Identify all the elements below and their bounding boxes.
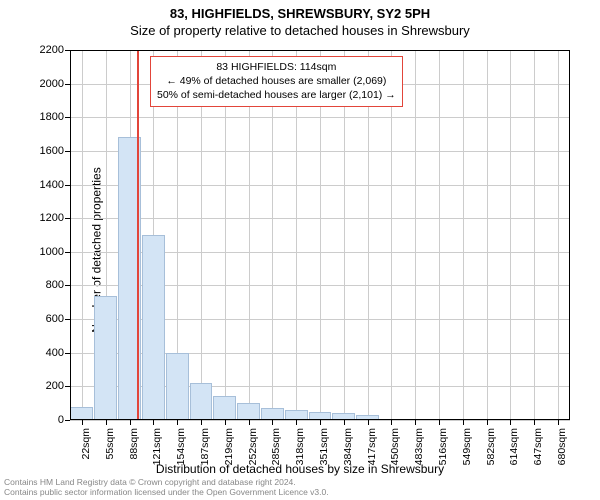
xtick-label: 483sqm [413, 428, 425, 465]
histogram-bar [94, 296, 117, 420]
ytick-label: 1400 [40, 179, 70, 191]
xtick-mark [558, 420, 559, 425]
xtick-label: 549sqm [461, 428, 473, 465]
xtick-label: 318sqm [294, 428, 306, 465]
xtick-label: 252sqm [247, 428, 259, 465]
xtick-mark [225, 420, 226, 425]
marker-line [137, 50, 139, 420]
xtick-label: 154sqm [175, 428, 187, 465]
xtick-mark [415, 420, 416, 425]
xtick-label: 88sqm [128, 428, 140, 460]
chart-title: Size of property relative to detached ho… [0, 21, 600, 38]
footer-line-2: Contains public sector information licen… [4, 487, 329, 498]
xtick-mark [510, 420, 511, 425]
annotation-box: 83 HIGHFIELDS: 114sqm← 49% of detached h… [150, 56, 403, 107]
xtick-mark [177, 420, 178, 425]
gridline-v [510, 50, 511, 420]
chart-supertitle: 83, HIGHFIELDS, SHREWSBURY, SY2 5PH [0, 0, 600, 21]
xtick-mark [82, 420, 83, 425]
xtick-label: 450sqm [389, 428, 401, 465]
xtick-label: 614sqm [508, 428, 520, 465]
annotation-line-1: 83 HIGHFIELDS: 114sqm [157, 60, 396, 74]
ytick-label: 800 [46, 279, 70, 291]
xtick-mark [534, 420, 535, 425]
histogram-bar [261, 408, 284, 420]
xtick-label: 417sqm [366, 428, 378, 465]
gridline-v [463, 50, 464, 420]
histogram-bar [142, 235, 165, 420]
ytick-label: 1600 [40, 145, 70, 157]
histogram-chart: 83, HIGHFIELDS, SHREWSBURY, SY2 5PH Size… [0, 0, 600, 500]
xtick-mark [344, 420, 345, 425]
ytick-label: 1200 [40, 212, 70, 224]
xtick-label: 55sqm [104, 428, 116, 460]
xtick-label: 384sqm [342, 428, 354, 465]
xtick-label: 121sqm [151, 428, 163, 465]
ytick-label: 1800 [40, 111, 70, 123]
histogram-bar [213, 396, 236, 420]
gridline-v [439, 50, 440, 420]
xtick-mark [106, 420, 107, 425]
histogram-bar [332, 413, 355, 420]
histogram-bar [309, 412, 332, 420]
xtick-label: 219sqm [223, 428, 235, 465]
xtick-mark [153, 420, 154, 425]
xtick-mark [439, 420, 440, 425]
xtick-mark [130, 420, 131, 425]
xtick-mark [201, 420, 202, 425]
xtick-mark [487, 420, 488, 425]
attribution-footer: Contains HM Land Registry data © Crown c… [4, 477, 329, 498]
gridline-v [82, 50, 83, 420]
histogram-bar [70, 407, 93, 420]
xtick-label: 22sqm [80, 428, 92, 460]
xtick-mark [463, 420, 464, 425]
ytick-label: 0 [58, 414, 70, 426]
xtick-mark [391, 420, 392, 425]
plot-area: 0200400600800100012001400160018002000220… [70, 50, 570, 420]
xtick-mark [272, 420, 273, 425]
gridline-v [534, 50, 535, 420]
x-axis-label: Distribution of detached houses by size … [0, 462, 600, 476]
footer-line-1: Contains HM Land Registry data © Crown c… [4, 477, 329, 488]
gridline-v [415, 50, 416, 420]
gridline-v [558, 50, 559, 420]
xtick-mark [296, 420, 297, 425]
histogram-bar [356, 415, 379, 420]
xtick-label: 680sqm [556, 428, 568, 465]
histogram-bar [166, 353, 189, 420]
xtick-mark [249, 420, 250, 425]
xtick-mark [368, 420, 369, 425]
ytick-label: 2000 [40, 78, 70, 90]
gridline-v [487, 50, 488, 420]
ytick-label: 200 [46, 380, 70, 392]
xtick-label: 285sqm [270, 428, 282, 465]
annotation-line-3: 50% of semi-detached houses are larger (… [157, 88, 396, 102]
xtick-label: 351sqm [318, 428, 330, 465]
histogram-bar [190, 383, 213, 420]
xtick-label: 647sqm [532, 428, 544, 465]
ytick-label: 400 [46, 347, 70, 359]
annotation-line-2: ← 49% of detached houses are smaller (2,… [157, 74, 396, 88]
histogram-bar [285, 410, 308, 420]
xtick-label: 187sqm [199, 428, 211, 465]
xtick-mark [320, 420, 321, 425]
ytick-label: 2200 [40, 44, 70, 56]
xtick-label: 516sqm [437, 428, 449, 465]
histogram-bar [237, 403, 260, 420]
xtick-label: 582sqm [485, 428, 497, 465]
ytick-label: 600 [46, 313, 70, 325]
ytick-label: 1000 [40, 246, 70, 258]
